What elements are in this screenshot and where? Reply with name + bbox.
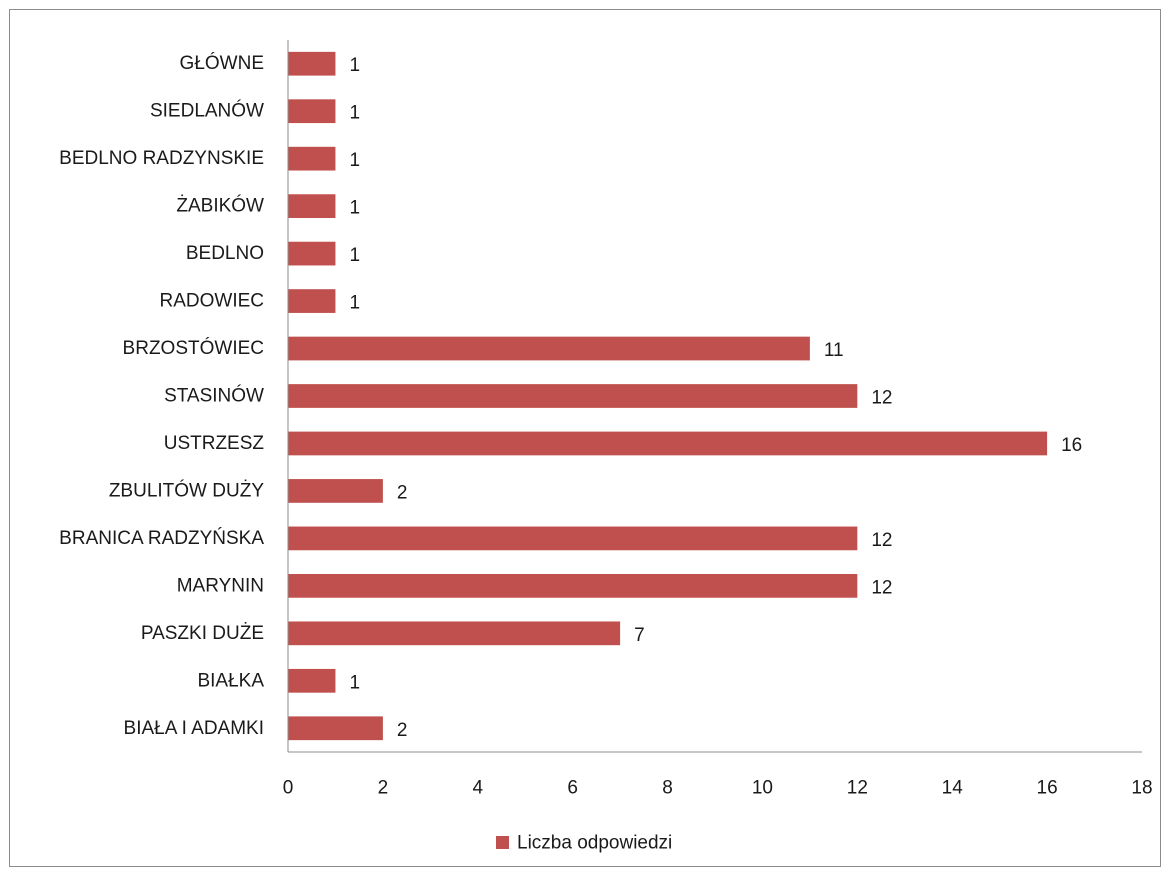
x-tick-label: 4	[472, 778, 483, 799]
x-tick-labels: 0 2 4 6 8 10 12 14 16 18	[283, 778, 1153, 799]
data-label: 1	[349, 198, 360, 219]
data-label: 12	[871, 577, 892, 598]
category-label: ŻABIKÓW	[176, 195, 264, 217]
data-label: 12	[871, 388, 892, 409]
data-label: 11	[824, 340, 844, 361]
category-label: SIEDLANÓW	[150, 100, 264, 122]
bar	[288, 194, 336, 218]
data-label: 1	[349, 293, 360, 314]
bar	[288, 621, 621, 646]
data-label: 12	[871, 530, 892, 551]
category-label: PASZKI DUŻE	[141, 623, 264, 644]
bar	[288, 574, 858, 598]
data-label: 1	[349, 672, 360, 693]
data-label: 2	[397, 720, 408, 741]
data-label: 2	[397, 482, 408, 503]
category-label: BRANICA RADZYŃSKA	[59, 528, 264, 549]
legend: Liczba odpowiedzi	[496, 833, 672, 854]
category-labels: GŁÓWNE SIEDLANÓW BEDLNO RADZYNSKIE ŻABIKÓW B…	[59, 52, 264, 739]
category-label: STASINÓW	[164, 385, 264, 407]
bar	[288, 241, 336, 266]
x-tick-label: 18	[1131, 778, 1152, 799]
data-label: 7	[634, 625, 645, 646]
legend-label: Liczba odpowiedzi	[517, 833, 672, 854]
bar	[288, 51, 336, 76]
x-tick-label: 14	[942, 778, 964, 799]
category-label: RADOWIEC	[160, 291, 265, 312]
bar	[288, 479, 383, 503]
category-label: BEDLNO RADZYNSKIE	[59, 148, 264, 169]
bar	[288, 99, 336, 124]
bar	[288, 146, 336, 171]
data-label: 1	[349, 55, 360, 76]
x-tick-label: 12	[847, 778, 868, 799]
x-tick-label: 2	[378, 778, 389, 799]
data-label: 16	[1061, 435, 1082, 456]
bar	[288, 336, 810, 361]
category-label: ZBULITÓW DUŻY	[109, 479, 264, 501]
legend-swatch	[496, 836, 509, 849]
category-label: BIAŁKA	[197, 670, 264, 691]
x-tick-label: 6	[567, 778, 578, 799]
category-label: BRZOSTÓWIEC	[123, 337, 264, 359]
category-label: GŁÓWNE	[180, 52, 264, 74]
x-tick-label: 16	[1037, 778, 1058, 799]
category-label: MARYNIN	[177, 575, 264, 596]
bars-group	[288, 51, 1048, 741]
bar	[288, 716, 383, 741]
axes-group	[287, 40, 1142, 753]
bar	[288, 289, 336, 313]
data-label: 1	[349, 103, 360, 124]
category-label: USTRZESZ	[164, 433, 265, 454]
data-label: 1	[349, 150, 360, 171]
x-tick-label: 10	[752, 778, 773, 799]
bar	[288, 668, 336, 693]
category-label: BEDLNO	[186, 243, 264, 264]
bar	[288, 431, 1048, 456]
bar	[288, 526, 858, 551]
data-label: 1	[349, 245, 360, 266]
bar	[288, 384, 858, 408]
x-tick-label: 8	[662, 778, 673, 799]
category-label: BIAŁA I ADAMKI	[124, 718, 264, 739]
x-tick-label: 0	[283, 778, 294, 799]
